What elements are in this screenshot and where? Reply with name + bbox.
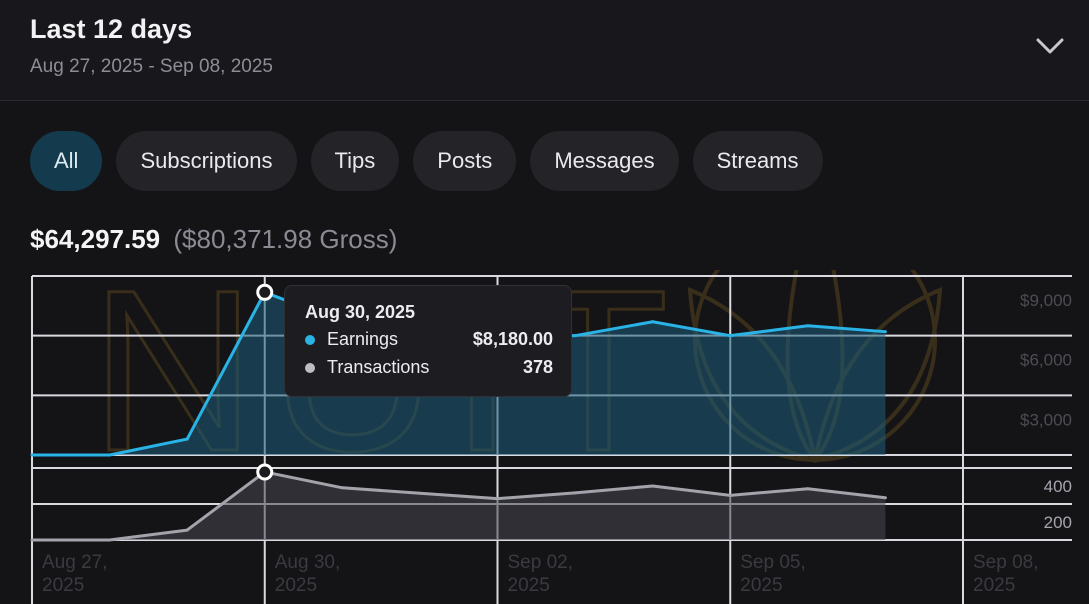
filter-tabs: All Subscriptions Tips Posts Messages St…	[30, 131, 823, 191]
tab-posts[interactable]: Posts	[413, 131, 517, 191]
x-tick-label: Aug 30, 2025	[275, 552, 341, 596]
header: Last 12 days Aug 27, 2025 - Sep 08, 2025	[0, 0, 1089, 101]
transactions-area	[30, 470, 887, 542]
x-tick-label: Aug 27, 2025	[42, 552, 108, 596]
gross-earnings: ($80,371.98 Gross)	[173, 224, 398, 254]
data-point	[496, 497, 499, 501]
net-earnings: $64,297.59	[30, 224, 161, 254]
y-tick-label: $3,000	[1020, 410, 1072, 429]
data-point	[30, 538, 34, 542]
transactions-legend-dot	[305, 363, 315, 373]
tooltip-value: $8,180.00	[472, 329, 553, 349]
earnings-legend-dot	[305, 335, 315, 345]
chevron-down-icon[interactable]	[1034, 34, 1066, 58]
data-point	[573, 334, 577, 338]
page-title: Last 12 days	[30, 14, 193, 44]
chart-tooltip: Aug 30, 2025 Earnings $8,180.00 Transact…	[284, 285, 572, 397]
data-point	[883, 330, 887, 334]
data-point	[418, 491, 422, 495]
data-point	[806, 487, 810, 491]
tab-all[interactable]: All	[30, 131, 103, 191]
data-point	[651, 320, 655, 324]
transactions-hover-marker	[256, 463, 274, 481]
earnings-hover-marker	[256, 283, 274, 301]
data-point	[728, 493, 732, 497]
data-point	[185, 528, 189, 532]
y-tick-label: $9,000	[1020, 291, 1072, 310]
series-line	[32, 470, 886, 542]
hover-markers	[256, 283, 274, 481]
x-tick-label: Sep 05, 2025	[740, 552, 806, 596]
totals: $64,297.59 ($80,371.98 Gross)	[30, 224, 397, 255]
data-point	[108, 538, 112, 542]
x-tick-label: Sep 02, 2025	[508, 552, 574, 596]
data-point	[30, 453, 34, 457]
tab-streams[interactable]: Streams	[692, 131, 823, 191]
data-point	[573, 491, 577, 495]
y-tick-label: 200	[1044, 513, 1072, 532]
data-point	[728, 334, 732, 338]
date-range: Aug 27, 2025 - Sep 08, 2025	[30, 56, 273, 77]
data-point	[883, 496, 887, 500]
tooltip-value: 378	[522, 357, 553, 377]
data-point	[340, 486, 344, 490]
tab-messages[interactable]: Messages	[530, 131, 679, 191]
data-point	[651, 484, 655, 488]
tab-subscriptions[interactable]: Subscriptions	[116, 131, 297, 191]
tooltip-row-transactions: Transactions 378	[305, 356, 553, 380]
x-tick-label: Sep 08, 2025	[973, 552, 1039, 596]
tooltip-row-earnings: Earnings $8,180.00	[305, 328, 553, 352]
tab-tips[interactable]: Tips	[310, 131, 400, 191]
y-axis-ticks: $3,000 $6,000 $9,000 200 400	[1020, 291, 1072, 532]
y-tick-label: 400	[1044, 477, 1072, 496]
data-point	[108, 453, 112, 457]
data-point	[185, 437, 189, 441]
tooltip-label: Earnings	[327, 329, 399, 349]
tooltip-label: Transactions	[327, 357, 430, 377]
x-axis-ticks: Aug 27, 2025 Aug 30, 2025 Sep 02, 2025 Sep 05,…	[42, 552, 1039, 596]
y-tick-label: $6,000	[1020, 351, 1072, 370]
data-point	[806, 324, 810, 328]
tooltip-date: Aug 30, 2025	[305, 302, 416, 322]
